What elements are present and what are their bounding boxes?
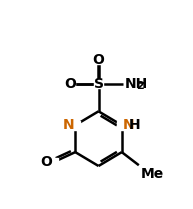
Polygon shape [71,121,80,130]
Text: Me: Me [140,167,164,181]
Text: N: N [63,118,74,132]
Text: O: O [65,77,77,90]
Polygon shape [94,79,103,88]
Text: N: N [123,118,134,132]
Text: O: O [40,155,52,169]
Text: H: H [129,118,140,132]
Text: O: O [93,53,104,67]
Polygon shape [66,79,75,88]
Polygon shape [117,121,126,130]
Text: S: S [94,77,103,90]
Polygon shape [49,158,58,167]
Text: NH: NH [125,77,148,90]
Text: 2: 2 [136,80,143,90]
Polygon shape [94,55,103,64]
